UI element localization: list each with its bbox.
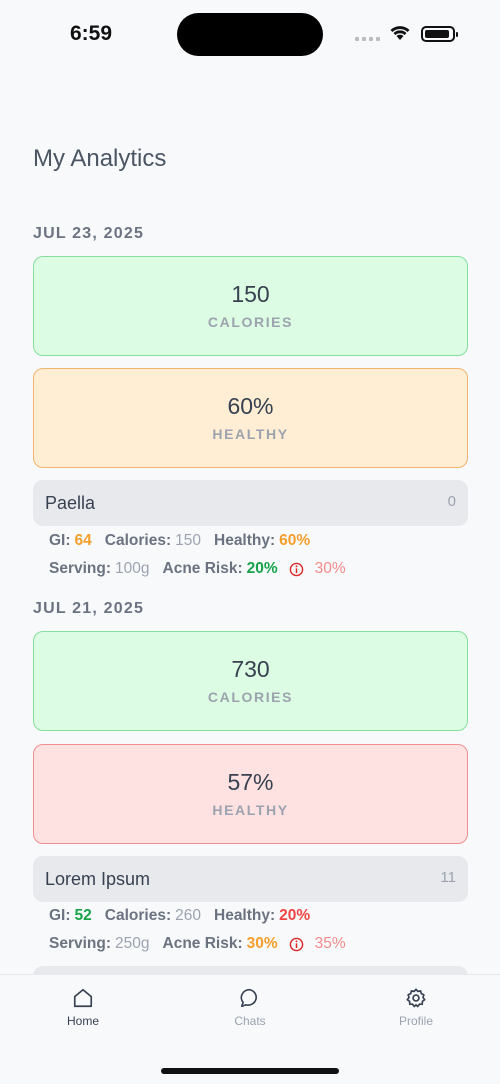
food-item[interactable]: Lorem Ipsum 11 <box>33 856 468 902</box>
calories-stat-value: 260 <box>175 907 201 924</box>
tab-chats-label: Chats <box>234 1014 266 1028</box>
serving-value: 250g <box>115 935 150 952</box>
gi-label: GI: <box>49 532 71 549</box>
tab-bar: Home Chats Profile <box>0 974 500 1084</box>
food-name: Paella <box>45 493 96 513</box>
calories-card: 150 CALORIES <box>33 256 468 356</box>
calories-card: 730 CALORIES <box>33 631 468 731</box>
info-icon[interactable] <box>289 562 304 577</box>
serving-value: 100g <box>115 560 150 577</box>
healthy-value: 60% <box>227 393 274 419</box>
food-stats-row: Serving: 100g Acne Risk: 20% 30% <box>49 560 359 578</box>
page-title: My Analytics <box>33 145 167 172</box>
tab-chats[interactable]: Chats <box>200 987 300 1028</box>
food-item[interactable]: Paella 0 <box>33 480 468 526</box>
healthy-stat-label: Healthy: <box>214 532 276 549</box>
calories-value: 730 <box>231 656 270 682</box>
acne-risk-alt-value: 35% <box>314 935 346 952</box>
calories-value: 150 <box>231 281 270 307</box>
food-name: Lorem Ipsum <box>45 869 151 889</box>
calories-label: CALORIES <box>207 689 294 705</box>
status-time: 6:59 <box>70 22 113 45</box>
serving-label: Serving: <box>49 935 112 952</box>
calories-stat-value: 150 <box>175 532 201 549</box>
gi-value: 64 <box>74 532 92 549</box>
serving-label: Serving: <box>49 560 112 577</box>
healthy-stat-label: Healthy: <box>214 907 276 924</box>
food-count: 11 <box>440 869 456 886</box>
tab-profile-label: Profile <box>398 1014 433 1028</box>
acne-risk-label: Acne Risk: <box>162 560 243 577</box>
acne-risk-value: 30% <box>246 935 278 952</box>
calories-stat-label: Calories: <box>104 907 172 924</box>
food-stats-row: GI: 64 Calories: 150 Healthy: 60% <box>49 532 323 550</box>
healthy-stat-value: 20% <box>279 907 311 924</box>
food-stats-row: Serving: 250g Acne Risk: 30% 35% <box>49 935 359 953</box>
healthy-card: 60% HEALTHY <box>33 368 468 468</box>
tab-home[interactable]: Home <box>33 987 133 1028</box>
tab-home-label: Home <box>66 1014 99 1028</box>
gi-label: GI: <box>49 907 71 924</box>
acne-risk-alt-value: 30% <box>314 560 346 577</box>
wifi-icon <box>390 26 410 40</box>
chat-icon <box>240 988 257 1008</box>
healthy-label: HEALTHY <box>212 802 289 818</box>
home-icon <box>73 988 93 1008</box>
healthy-stat-value: 60% <box>279 532 311 549</box>
acne-risk-label: Acne Risk: <box>162 935 243 952</box>
status-bar: 6:59 <box>0 0 500 70</box>
info-icon[interactable] <box>289 937 304 952</box>
tab-profile[interactable]: Profile <box>366 987 466 1028</box>
dynamic-island <box>177 13 323 56</box>
gear-icon <box>406 988 426 1008</box>
acne-risk-value: 20% <box>246 560 278 577</box>
section-date: JUL 23, 2025 <box>33 225 145 242</box>
food-stats-row: GI: 52 Calories: 260 Healthy: 20% <box>49 907 323 925</box>
healthy-value: 57% <box>227 769 274 795</box>
gi-value: 52 <box>74 907 92 924</box>
section-date: JUL 21, 2025 <box>33 600 145 617</box>
home-indicator <box>161 1068 339 1074</box>
calories-label: CALORIES <box>207 314 294 330</box>
cellular-signal-icon <box>355 37 380 41</box>
healthy-card: 57% HEALTHY <box>33 744 468 844</box>
healthy-label: HEALTHY <box>212 426 289 442</box>
battery-icon <box>421 26 458 42</box>
calories-stat-label: Calories: <box>104 532 172 549</box>
food-count: 0 <box>447 493 456 510</box>
